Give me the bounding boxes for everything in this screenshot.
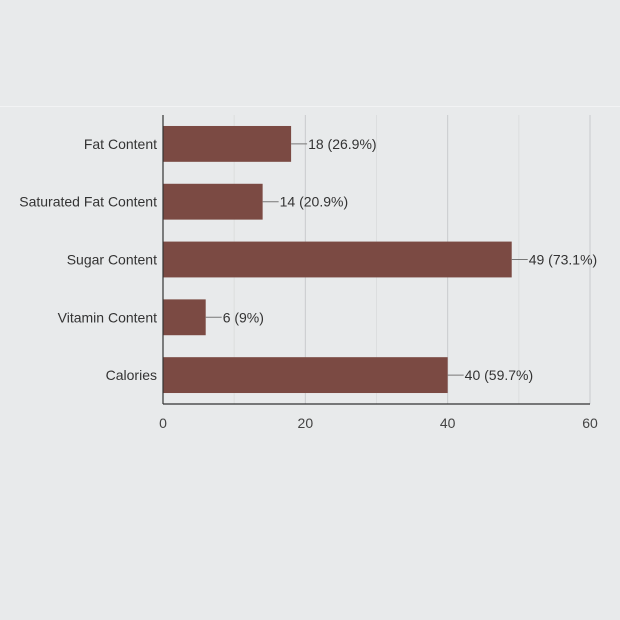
data-label-4: 40 (59.7%) <box>465 367 533 383</box>
data-label-2: 49 (73.1%) <box>529 252 597 268</box>
x-tick-label-1: 20 <box>298 415 314 431</box>
gridlines <box>233 115 591 404</box>
x-tick-label-3: 60 <box>582 415 598 431</box>
x-tick-label-0: 0 <box>159 415 167 431</box>
labels: Fat Content 18 (26.9%) Saturated Fat Conte… <box>19 136 597 383</box>
axes: 0 20 40 60 <box>159 115 598 431</box>
data-label-0: 18 (26.9%) <box>308 136 376 152</box>
x-tick-label-2: 40 <box>440 415 456 431</box>
data-label-3: 6 (9%) <box>223 309 264 325</box>
category-label-3: Vitamin Content <box>58 309 157 325</box>
bar-3 <box>163 299 206 336</box>
category-label-2: Sugar Content <box>67 252 157 268</box>
category-label-4: Calories <box>106 367 157 383</box>
data-label-1: 14 (20.9%) <box>280 194 348 210</box>
category-label-1: Saturated Fat Content <box>19 194 157 210</box>
bar-1 <box>163 183 263 220</box>
bar-2 <box>163 241 512 278</box>
bars <box>163 125 512 394</box>
bar-4 <box>163 357 448 394</box>
section-divider <box>0 106 620 107</box>
category-label-0: Fat Content <box>84 136 157 152</box>
bar-0 <box>163 125 292 162</box>
